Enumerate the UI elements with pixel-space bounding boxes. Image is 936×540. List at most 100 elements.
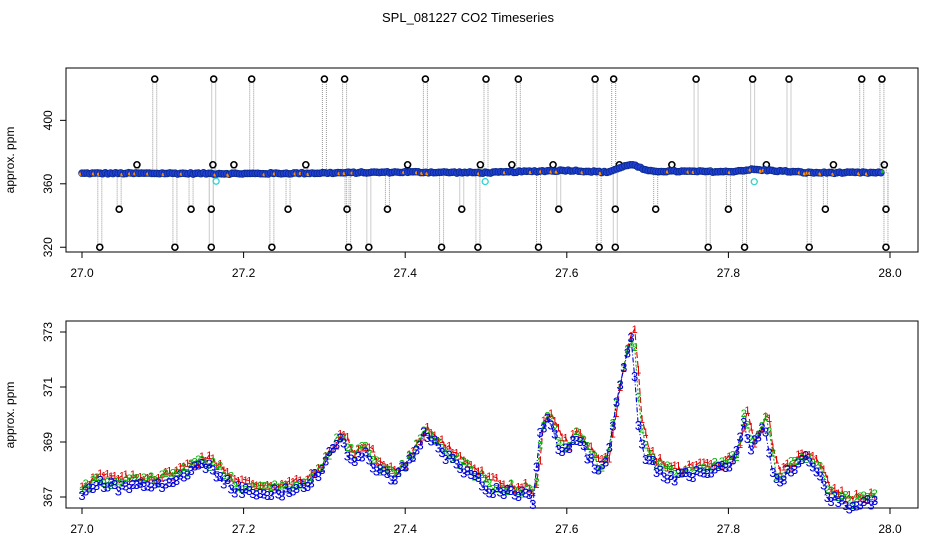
data-point-marker (880, 170, 885, 174)
series-1-point: 1 (206, 450, 212, 462)
series-2-point: 2 (712, 456, 718, 468)
series-2-point: 2 (435, 436, 441, 448)
series-3-point: 3 (344, 448, 351, 463)
series-3-point: 3 (867, 498, 874, 513)
series-1-point: 1 (137, 472, 143, 484)
series-1-point: 1 (101, 470, 107, 482)
series-1-point: 1 (563, 432, 569, 444)
series-1-point: 1 (755, 430, 761, 442)
series-1-point: 1 (279, 478, 285, 490)
series-1-point: 1 (799, 448, 805, 460)
series-1-point: 1 (457, 451, 463, 463)
series-3-point: 3 (438, 445, 445, 460)
series-3-point: 3 (238, 486, 245, 501)
series-2-point: 2 (781, 471, 787, 483)
series-2-point: 2 (221, 470, 227, 482)
series-3-point: 3 (118, 478, 125, 493)
series-1-point: 1 (257, 480, 263, 492)
series-3-point: 3 (602, 454, 609, 469)
series-2-point: 2 (352, 449, 358, 461)
series-2-point: 2 (417, 433, 423, 445)
series-3-point: 3 (471, 468, 478, 483)
top-x-tick: 27.0 (70, 252, 94, 280)
series-3-point: 3 (827, 494, 834, 509)
series-3-point: 3 (747, 442, 754, 457)
series-1-point: 1 (777, 465, 783, 477)
series-1-point: 1 (603, 451, 609, 463)
series-1-point: 1 (432, 430, 438, 442)
series-3-point: 3 (856, 498, 863, 513)
bottom-x-tick-label: 28.0 (878, 522, 902, 536)
series-3-point: 3 (755, 430, 762, 445)
series-1-point: 1 (497, 478, 503, 490)
bottom-x-tick-label: 27.8 (717, 522, 741, 536)
top-x-tick: 27.6 (555, 252, 579, 280)
series-2-point: 2 (341, 431, 347, 443)
series-2-point: 2 (366, 448, 372, 460)
series-2-point: 2 (250, 481, 256, 493)
series-1-point: 1 (566, 441, 572, 453)
series-1-point: 1 (861, 494, 867, 506)
series-2-point: 2 (308, 472, 314, 484)
series-3-point: 3 (351, 454, 358, 469)
series-2-point: 2 (595, 463, 601, 475)
series-1-point: 1 (643, 427, 649, 439)
series-2-point: 2 (283, 479, 289, 491)
series-3-point: 3 (657, 462, 664, 477)
series-1-point: 1 (446, 441, 452, 453)
series-3-point: 3 (795, 456, 802, 471)
series-2-point: 2 (355, 443, 361, 455)
series-3-point: 3 (540, 420, 547, 435)
series-3-point: 3 (493, 480, 500, 495)
series-3-point: 3 (711, 461, 718, 476)
series-3-point: 3 (246, 483, 253, 498)
series-3-point: 3 (78, 488, 85, 503)
series-2-point: 2 (453, 452, 459, 464)
series-1-point: 1 (581, 434, 587, 446)
series-1-point: 1 (86, 479, 92, 491)
series-2-point: 2 (392, 468, 398, 480)
series-1-point: 1 (170, 471, 176, 483)
series-3-point: 3 (475, 470, 482, 485)
series-2-point: 2 (632, 342, 638, 354)
series-2-point: 2 (544, 410, 550, 422)
series-3-point: 3 (267, 488, 274, 503)
series-line-1 (81, 327, 876, 501)
outlier-point-low (704, 243, 713, 252)
series-2-point: 2 (828, 485, 834, 497)
series-3-point: 3 (169, 475, 176, 490)
series-3-point: 3 (286, 485, 293, 500)
series-3-point: 3 (587, 450, 594, 465)
series-2-point: 2 (384, 464, 390, 476)
series-1-point: 1 (657, 453, 663, 465)
series-2-point: 2 (504, 486, 510, 498)
series-2-point: 2 (439, 442, 445, 454)
bottom-x-tick: 27.8 (717, 508, 741, 536)
series-3-point: 3 (766, 445, 773, 460)
series-2-point: 2 (286, 485, 292, 497)
series-2-point: 2 (261, 480, 267, 492)
series-2-point: 2 (192, 457, 198, 469)
top-panel: 27.0 27.2 27.4 27.6 27.8 28.0 320 360 400 approx… (3, 67, 919, 280)
series-1-point: 1 (501, 479, 507, 491)
outlier-point-low (882, 243, 890, 252)
series-3-point: 3 (155, 475, 162, 490)
series-2-point: 2 (166, 471, 172, 483)
series-1-point: 1 (286, 476, 292, 488)
series-1-point: 1 (715, 460, 721, 472)
series-1-point: 1 (828, 486, 834, 498)
series-1-point: 1 (668, 461, 674, 473)
series-2-point: 2 (493, 484, 499, 496)
series-3-point: 3 (791, 462, 798, 477)
series-3-point: 3 (798, 452, 805, 467)
series-3-point: 3 (235, 478, 242, 493)
outlier-point-low (740, 243, 749, 252)
series-1-point: 1 (370, 444, 376, 456)
outlier-point-low (805, 243, 814, 252)
series-2-point: 2 (701, 462, 707, 474)
series-2-point: 2 (497, 483, 503, 495)
series-2-point: 2 (584, 440, 590, 452)
outlier-point (880, 160, 889, 169)
series-1-point: 1 (832, 483, 838, 495)
outlier-point-high (421, 75, 430, 83)
